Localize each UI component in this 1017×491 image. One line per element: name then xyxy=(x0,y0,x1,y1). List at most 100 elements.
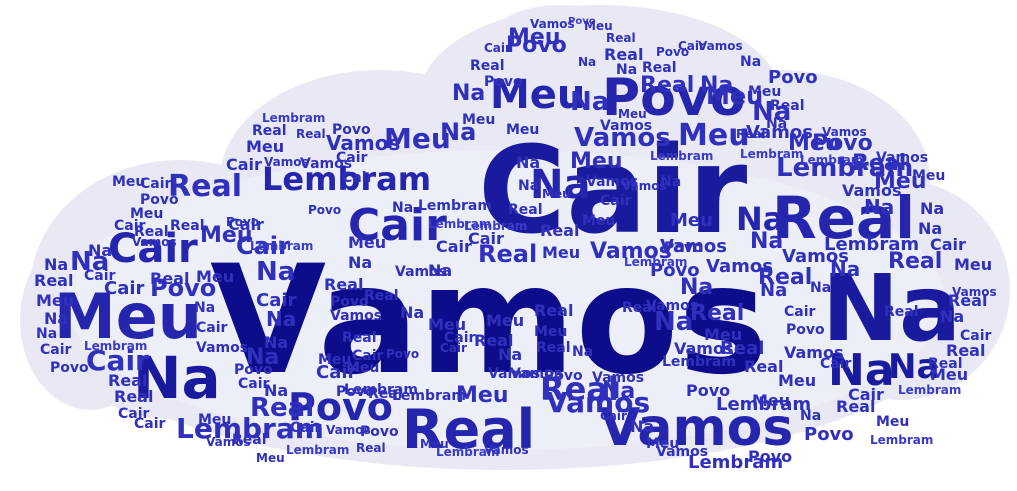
word-real: Real xyxy=(34,271,73,290)
word-meu: Meu xyxy=(876,414,909,430)
word-povo: Povo xyxy=(330,294,369,310)
word-real: Real xyxy=(508,202,543,218)
word-real: Real xyxy=(478,240,537,268)
word-vamos: Vamos xyxy=(510,366,562,382)
word-vamos: Vamos xyxy=(600,118,652,134)
word-na: Na xyxy=(578,55,596,69)
word-meu: Meu xyxy=(246,137,284,156)
word-lembram: Lembram xyxy=(176,412,324,445)
word-lembram: Lembram xyxy=(392,388,466,404)
word-cair: Cair xyxy=(118,406,150,422)
word-meu: Meu xyxy=(490,72,585,118)
word-povo: Povo xyxy=(656,45,689,59)
word-na: Na xyxy=(133,344,221,412)
word-povo: Povo xyxy=(226,215,259,229)
word-povo: Povo xyxy=(664,240,703,256)
word-cair: Cair xyxy=(678,39,705,53)
word-vamos: Vamos xyxy=(952,285,997,299)
word-real: Real xyxy=(474,331,513,350)
word-meu: Meu xyxy=(706,82,763,110)
word-vamos: Vamos xyxy=(488,366,540,382)
word-na: Na xyxy=(266,307,296,331)
cloud-background xyxy=(20,5,1010,470)
word-na: Na xyxy=(654,307,693,337)
word-vamos: Vamos xyxy=(646,298,698,314)
word-vamos: Vamos xyxy=(530,17,575,31)
word-meu: Meu xyxy=(912,168,945,184)
word-povo: Povo xyxy=(602,68,745,128)
word-meu: Meu xyxy=(748,84,781,100)
word-real: Real xyxy=(758,265,812,290)
word-meu: Meu xyxy=(462,112,495,128)
word-cair: Cair xyxy=(108,226,198,272)
word-vamos: Vamos xyxy=(574,123,671,153)
word-meu: Meu xyxy=(506,122,539,138)
word-real: Real xyxy=(622,300,657,316)
word-na: Na xyxy=(760,280,787,301)
word-na: Na xyxy=(630,417,654,436)
word-meu: Meu xyxy=(874,169,926,194)
word-cair: Cair xyxy=(256,290,297,311)
word-cair: Cair xyxy=(960,328,992,344)
word-cair: Cair xyxy=(930,235,966,254)
word-meu: Meu xyxy=(130,206,163,222)
word-na: Na xyxy=(736,200,784,238)
word-na: Na xyxy=(800,408,821,424)
word-vamos: Vamos xyxy=(746,122,813,143)
word-na: Na xyxy=(680,275,713,300)
word-lembram: Lembram xyxy=(870,433,933,447)
word-lembram: Lembram xyxy=(740,147,803,161)
word-meu: Meu xyxy=(534,324,567,340)
word-vamos: Vamos xyxy=(326,131,400,155)
word-vamos: Vamos xyxy=(600,398,793,458)
word-na: Na xyxy=(660,174,681,190)
word-meu: Meu xyxy=(582,213,615,229)
word-real: Real xyxy=(852,151,906,176)
word-povo: Povo xyxy=(50,360,89,376)
word-meu: Meu xyxy=(456,383,508,408)
word-meu: Meu xyxy=(486,311,524,330)
word-na: Na xyxy=(44,309,68,328)
word-lembram: Lembram xyxy=(250,239,313,253)
word-cair: Cair xyxy=(316,362,357,383)
word-real: Real xyxy=(720,338,764,359)
word-lembram: Lembram xyxy=(262,160,431,198)
word-meu: Meu xyxy=(200,223,252,248)
word-lembram: Lembram xyxy=(776,153,913,183)
word-vamos: Vamos xyxy=(395,264,447,280)
word-vamos: Vamos xyxy=(586,174,638,190)
word-na: Na xyxy=(428,261,452,280)
word-na: Na xyxy=(766,116,787,132)
word-povo: Povo xyxy=(140,192,179,208)
word-real: Real xyxy=(364,288,399,304)
word-na: Na xyxy=(828,345,895,396)
word-cair: Cair xyxy=(228,215,264,234)
word-vamos: Vamos xyxy=(592,370,644,386)
word-vamos: Vamos xyxy=(782,246,849,267)
word-cair: Cair xyxy=(848,385,884,404)
word-meu: Meu xyxy=(678,118,750,153)
word-cair: Cair xyxy=(478,122,747,261)
word-lembram: Lembram xyxy=(716,394,811,415)
word-lembram: Lembram xyxy=(418,198,492,214)
word-real: Real xyxy=(232,432,267,448)
word-povo: Povo xyxy=(150,274,216,302)
word-meu: Meu xyxy=(420,437,449,451)
word-vamos: Vamos xyxy=(590,239,672,264)
word-povo: Povo xyxy=(336,384,375,400)
word-real: Real xyxy=(928,356,963,372)
word-lembram: Lembram xyxy=(824,234,919,255)
word-vamos: Vamos xyxy=(622,179,667,193)
word-meu: Meu xyxy=(584,19,613,33)
word-povo: Povo xyxy=(484,74,523,90)
word-meu: Meu xyxy=(618,107,647,121)
word-cair: Cair xyxy=(196,320,228,336)
word-povo: Povo xyxy=(568,16,596,27)
word-vamos: Vamos xyxy=(330,308,382,324)
word-cair: Cair xyxy=(484,41,511,55)
word-cair: Cair xyxy=(140,176,172,192)
word-povo: Povo xyxy=(650,260,700,281)
word-na: Na xyxy=(864,195,894,219)
word-lembram: Lembram xyxy=(344,382,418,398)
word-real: Real xyxy=(736,127,766,141)
